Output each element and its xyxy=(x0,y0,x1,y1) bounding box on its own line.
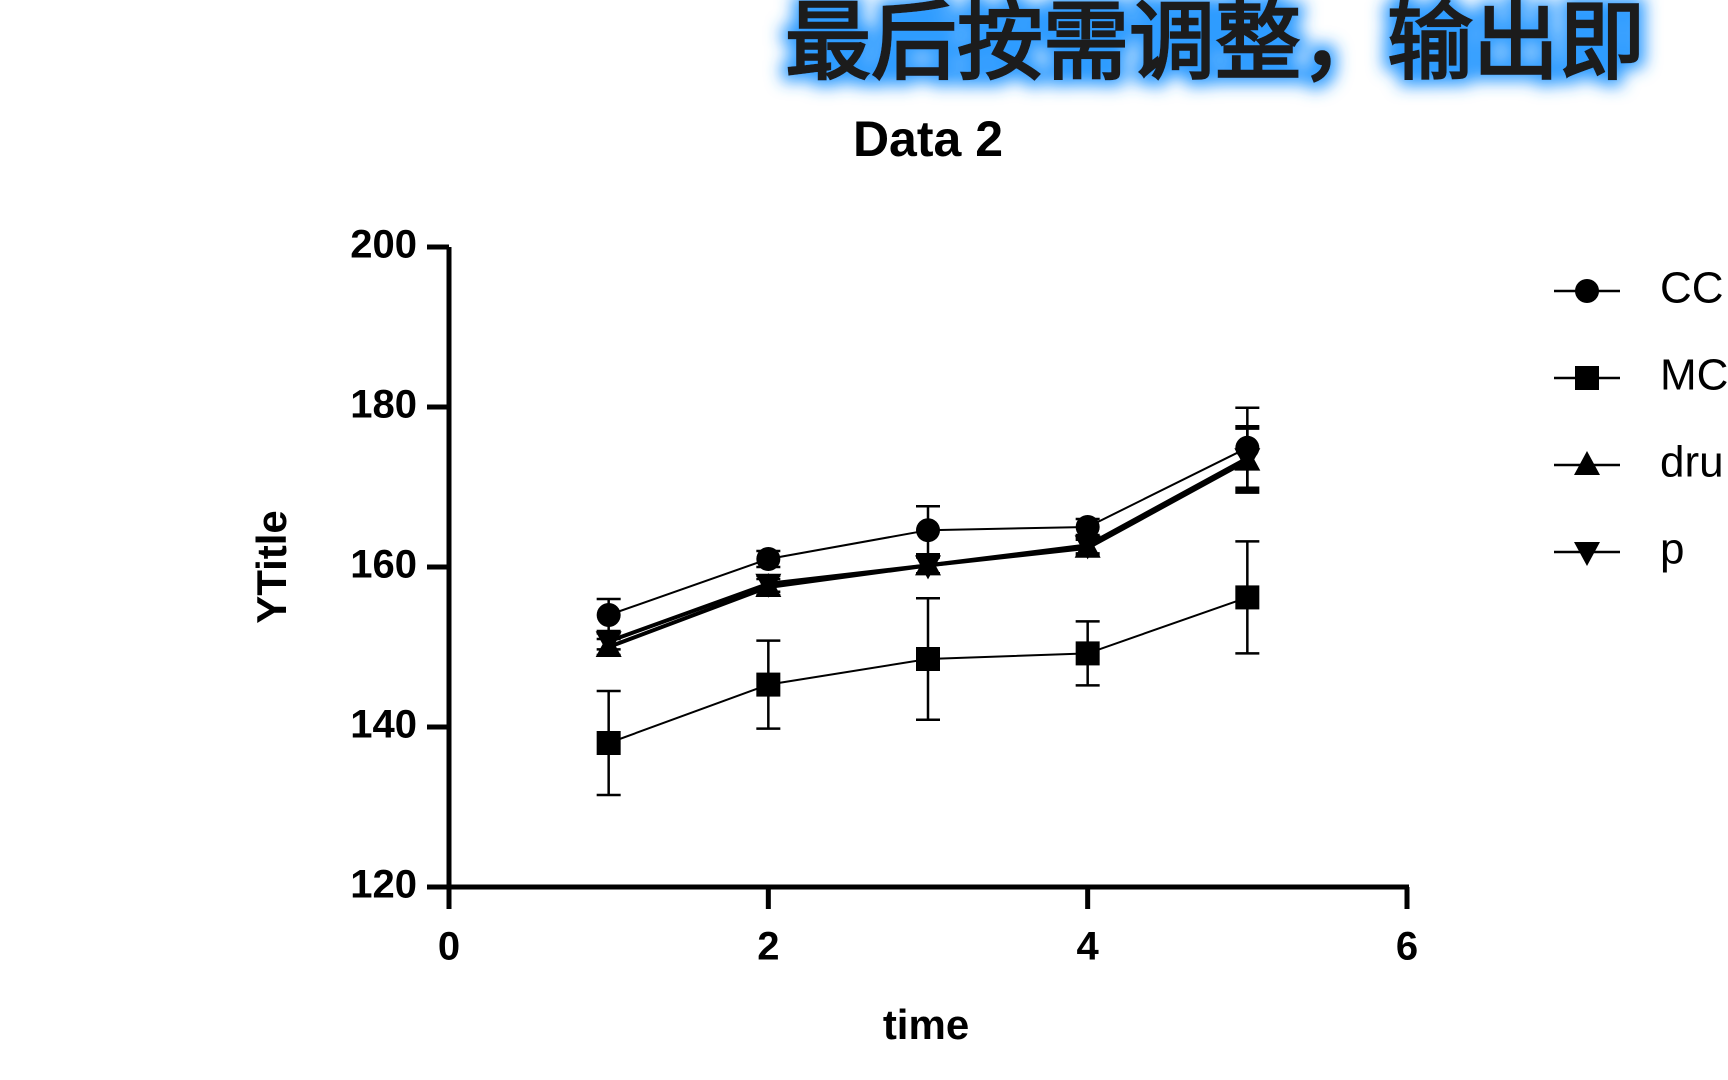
marker xyxy=(756,547,781,571)
y-tick-label: 180 xyxy=(350,383,417,427)
marker xyxy=(1574,451,1600,475)
legend-label: p xyxy=(1660,525,1684,574)
marker xyxy=(915,555,941,580)
chart-title: Data 2 xyxy=(853,111,1003,167)
caption-overlay: 最后按需调整，输出即 xyxy=(785,0,1645,92)
x-axis-title: time xyxy=(883,1001,969,1048)
marker xyxy=(916,647,940,671)
marker xyxy=(596,731,621,755)
marker xyxy=(1574,542,1600,566)
y-axis-title: YTitle xyxy=(248,510,295,624)
y-tick-label: 200 xyxy=(350,223,417,267)
y-tick-label: 140 xyxy=(350,703,417,747)
marker xyxy=(1075,641,1100,666)
legend-label: dru xyxy=(1660,438,1724,487)
legend-label: MC xyxy=(1660,351,1728,400)
marker xyxy=(1235,585,1260,610)
x-tick-label: 6 xyxy=(1396,925,1418,969)
x-tick-label: 0 xyxy=(438,925,460,969)
legend-label: CC xyxy=(1660,264,1724,313)
marker xyxy=(1075,515,1100,539)
marker xyxy=(1074,535,1101,560)
marker xyxy=(755,573,782,598)
marker xyxy=(1575,366,1599,390)
marker xyxy=(1234,448,1261,473)
marker xyxy=(1575,279,1599,303)
y-tick-label: 160 xyxy=(350,543,417,587)
x-tick-label: 2 xyxy=(757,925,779,969)
marker xyxy=(595,631,622,656)
marker xyxy=(756,672,781,697)
marker xyxy=(916,518,940,543)
y-tick-label: 120 xyxy=(350,863,417,907)
marker xyxy=(596,603,621,627)
x-tick-label: 4 xyxy=(1077,925,1100,969)
